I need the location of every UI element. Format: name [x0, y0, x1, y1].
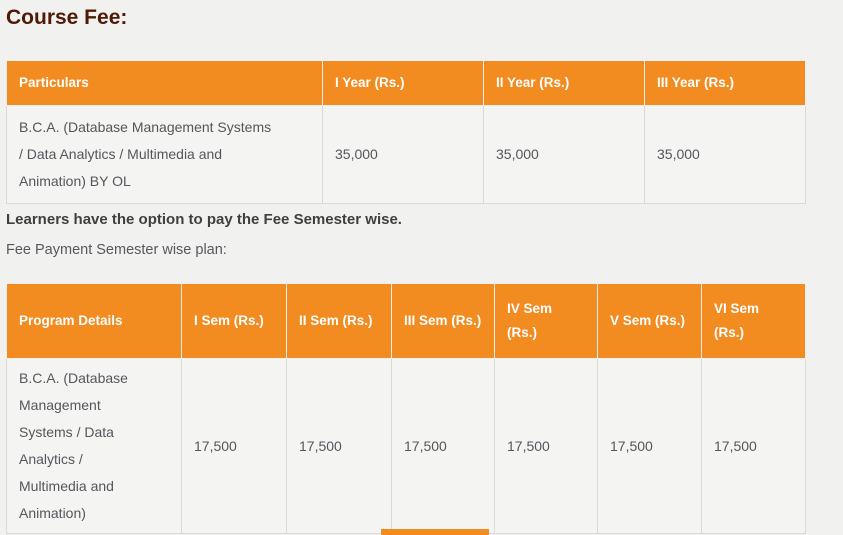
column-header-year-2: II Year (Rs.) [483, 60, 645, 106]
cell-course-name: B.C.A. (Database Management Systems / Da… [6, 105, 323, 204]
cell-year-2-fee: 35,000 [483, 105, 645, 204]
column-header-particulars: Particulars [6, 60, 323, 106]
column-header-program-details: Program Details [6, 283, 182, 359]
column-header-sem-1: I Sem (Rs.) [181, 283, 287, 359]
cell-year-1-fee: 35,000 [322, 105, 484, 204]
cell-sem-1-fee: 17,500 [181, 358, 287, 534]
semester-fee-table: Program Details I Sem (Rs.) II Sem (Rs.)… [6, 283, 806, 534]
table-row: B.C.A. (Database Management Systems / Da… [6, 105, 806, 204]
column-header-sem-5: V Sem (Rs.) [597, 283, 702, 359]
column-header-sem-3: III Sem (Rs.) [391, 283, 495, 359]
cell-sem-4-fee: 17,500 [494, 358, 598, 534]
fee-table-header-row: Particulars I Year (Rs.) II Year (Rs.) I… [6, 60, 806, 106]
semester-option-note: Learners have the option to pay the Fee … [6, 211, 402, 228]
cell-program-name: B.C.A. (Database Management Systems / Da… [6, 358, 182, 534]
semester-table-header-row: Program Details I Sem (Rs.) II Sem (Rs.)… [6, 283, 806, 359]
column-header-sem-2: II Sem (Rs.) [286, 283, 392, 359]
cell-sem-5-fee: 17,500 [597, 358, 702, 534]
course-fee-table: Particulars I Year (Rs.) II Year (Rs.) I… [6, 60, 806, 204]
cell-sem-3-fee: 17,500 [391, 358, 495, 534]
table-row: B.C.A. (Database Management Systems / Da… [6, 358, 806, 534]
cell-sem-6-fee: 17,500 [701, 358, 806, 534]
semester-plan-label: Fee Payment Semester wise plan: [6, 242, 227, 258]
cell-sem-2-fee: 17,500 [286, 358, 392, 534]
cell-year-3-fee: 35,000 [644, 105, 806, 204]
column-header-sem-4: IV Sem (Rs.) [494, 283, 598, 359]
page-title: Course Fee: [6, 6, 128, 29]
column-header-sem-6: VI Sem (Rs.) [701, 283, 806, 359]
column-header-year-3: III Year (Rs.) [644, 60, 806, 106]
horizontal-scrollbar-thumb[interactable] [381, 529, 489, 535]
column-header-year-1: I Year (Rs.) [322, 60, 484, 106]
